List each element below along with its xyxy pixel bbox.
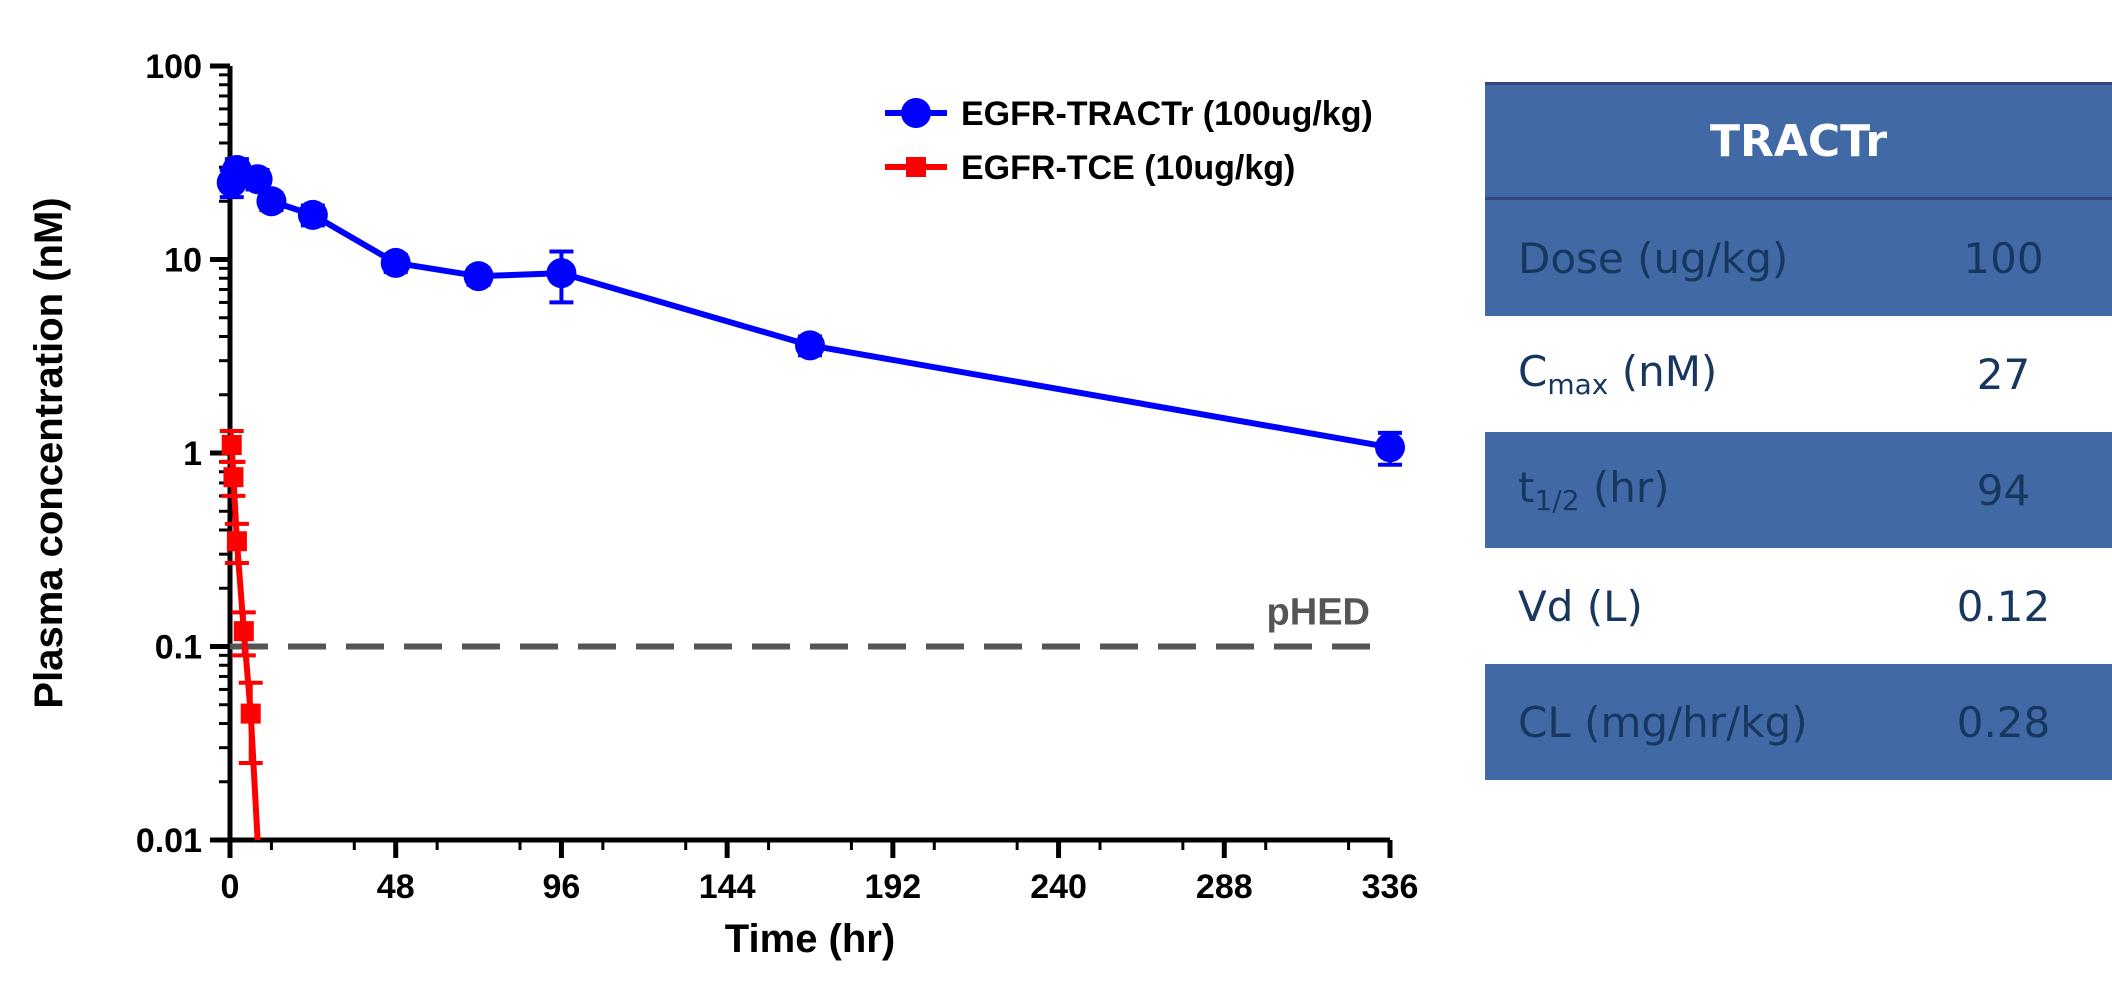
pk-parameters-table: TRACTr Dose (ug/kg) 100 Cmax (nM) 27 t1/… <box>1485 82 2112 780</box>
x-tick-label: 336 <box>1362 868 1419 906</box>
cl-value: 0.28 <box>1956 697 2051 747</box>
legend-marker <box>901 98 931 128</box>
x-tick-label: 96 <box>543 868 581 906</box>
vd-value: 0.12 <box>1956 581 2051 631</box>
y-tick-label: 0.01 <box>136 822 202 860</box>
half-life-label: t1/2 (hr) <box>1518 463 1670 517</box>
data-point <box>242 164 273 195</box>
table-header: TRACTr <box>1485 82 2112 200</box>
data-point <box>795 330 825 361</box>
data-point <box>233 621 254 642</box>
data-point <box>240 703 261 724</box>
vd-label: Vd (L) <box>1518 581 1643 631</box>
x-tick-label: 144 <box>699 868 756 906</box>
series-line <box>228 166 1391 451</box>
table-row-dose: Dose (ug/kg) 100 <box>1485 200 2112 316</box>
y-axis-label: Plasma concentration (nM) <box>27 197 71 708</box>
legend-label: EGFR-TCE (10ug/kg) <box>961 149 1295 187</box>
y-tick-label: 100 <box>145 48 202 86</box>
data-point <box>380 247 411 278</box>
series-1 <box>219 428 263 841</box>
y-tick-label: 10 <box>164 242 202 280</box>
data-point <box>297 199 328 230</box>
legend-item: EGFR-TRACTr (100ug/kg) <box>885 95 1373 133</box>
cmax-label: Cmax (nM) <box>1518 347 1718 401</box>
x-tick-label: 48 <box>377 868 415 906</box>
y-tick-label: 1 <box>183 435 202 473</box>
x-tick-label: 288 <box>1196 868 1253 906</box>
cl-label: CL (mg/hr/kg) <box>1518 697 1808 747</box>
phed-label: pHED <box>1267 592 1370 634</box>
table-row-half-life: t1/2 (hr) 94 <box>1485 432 2112 548</box>
x-tick-label: 192 <box>864 868 921 906</box>
legend-label: EGFR-TRACTr (100ug/kg) <box>961 95 1373 133</box>
x-axis-label: Time (hr) <box>725 917 895 961</box>
x-tick-label: 240 <box>1030 868 1087 906</box>
table-row-cl: CL (mg/hr/kg) 0.28 <box>1485 664 2112 780</box>
data-point <box>256 186 287 217</box>
dose-value: 100 <box>1963 233 2044 283</box>
table-row-cmax: Cmax (nM) 27 <box>1485 316 2112 432</box>
data-point <box>463 261 494 292</box>
x-tick-label: 0 <box>221 868 240 906</box>
legend-marker <box>906 157 926 177</box>
data-point <box>1375 432 1405 463</box>
y-tick-label: 0.1 <box>155 629 202 667</box>
legend-item: EGFR-TCE (10ug/kg) <box>885 149 1295 187</box>
cmax-value: 27 <box>1976 349 2031 399</box>
dose-label: Dose (ug/kg) <box>1518 233 1789 283</box>
data-point <box>221 434 242 455</box>
data-point <box>546 258 577 289</box>
series-0 <box>216 155 1405 467</box>
data-point <box>223 467 244 488</box>
half-life-value: 94 <box>1976 465 2031 515</box>
table-row-vd: Vd (L) 0.12 <box>1485 548 2112 664</box>
data-point <box>226 531 247 552</box>
